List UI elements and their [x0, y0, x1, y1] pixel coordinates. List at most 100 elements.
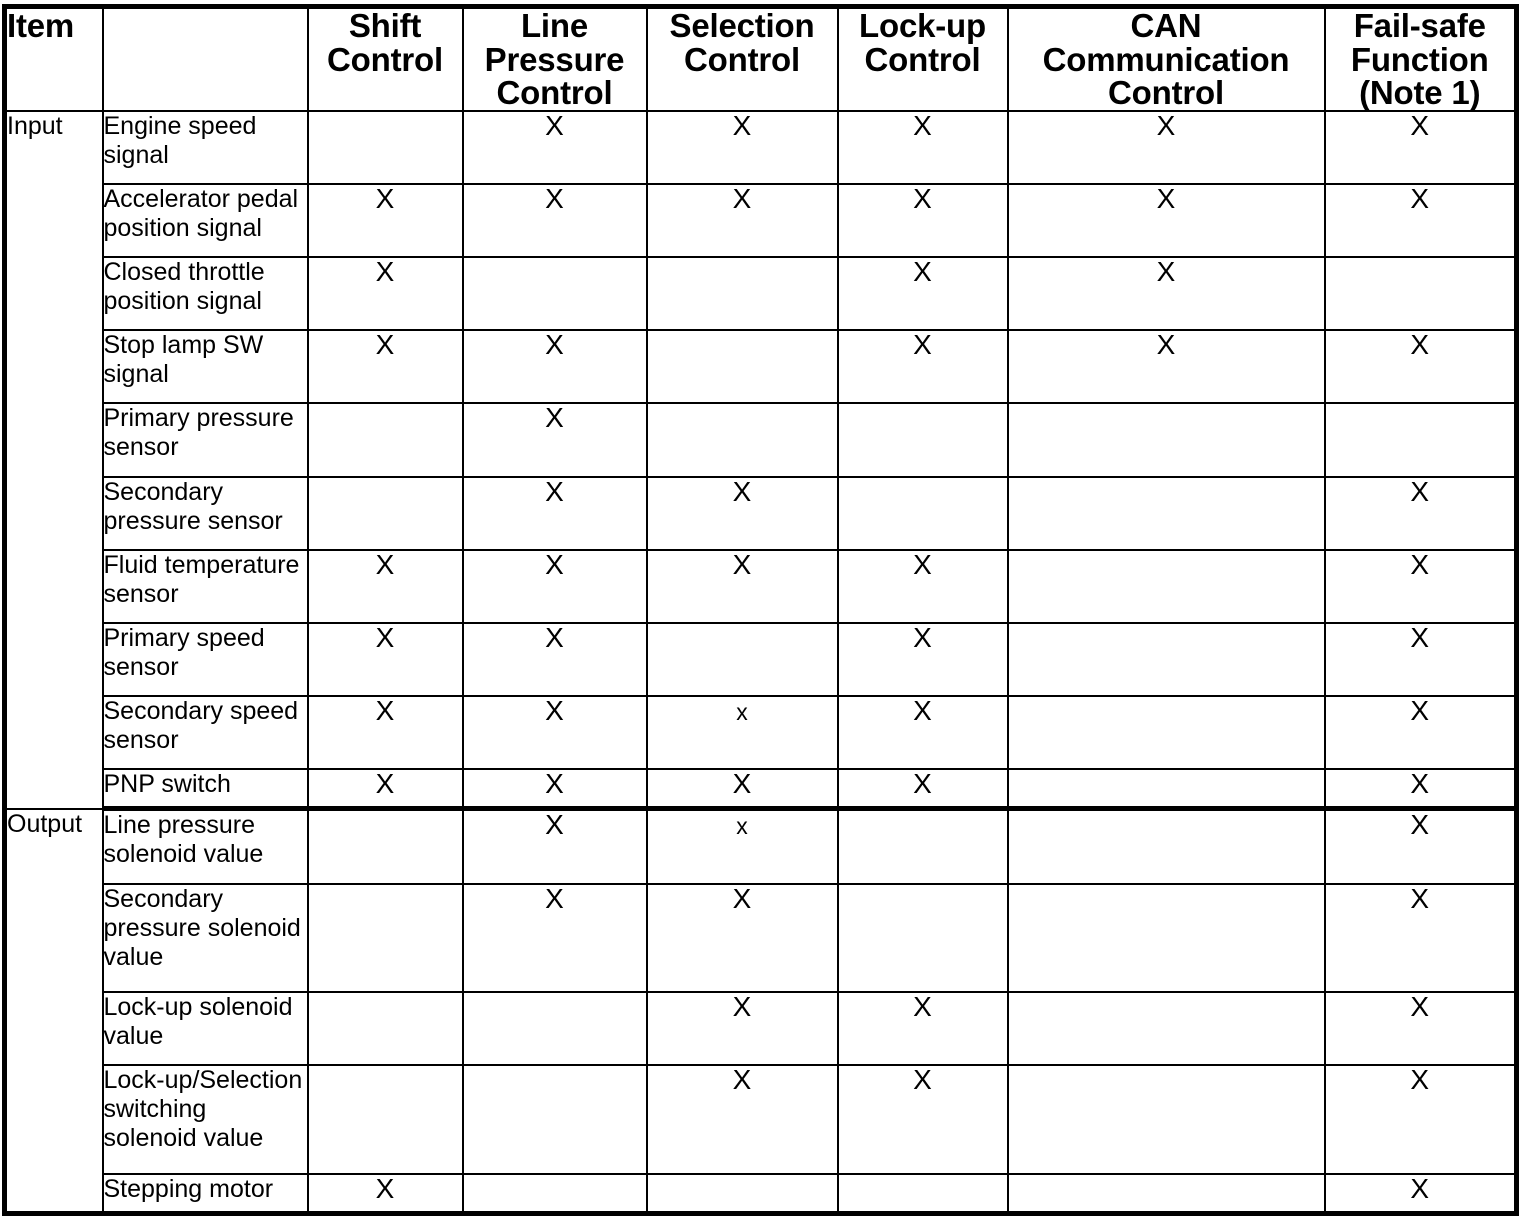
check-mark: X	[545, 329, 564, 361]
cell-line-pressure-control	[461, 256, 648, 332]
cell-fail-safe-function: X	[1323, 475, 1518, 551]
cell-can-communication-control: X	[1006, 256, 1326, 332]
cell-shift-control	[306, 1064, 464, 1175]
group-label-output: Output	[3, 807, 104, 1215]
check-mark: X	[1410, 475, 1430, 507]
cell-can-communication-control	[1006, 807, 1326, 885]
table-row: Fluid temperature sensor X X X X X	[5, 548, 1518, 624]
table-row: Accelerator pedal position signal X X X X X X	[5, 183, 1518, 259]
header-lockup-control: Lock-up Control	[836, 5, 1009, 112]
cell-lockup-control: X	[836, 1064, 1009, 1175]
cell-shift-control: X	[306, 548, 464, 624]
check-mark: X	[913, 991, 932, 1023]
check-mark: X	[913, 694, 932, 726]
cell-selection-control: X	[645, 183, 839, 259]
cell-shift-control	[306, 109, 464, 186]
check-mark: X	[375, 329, 395, 361]
cell-lockup-control: X	[836, 256, 1009, 332]
cell-can-communication-control	[1006, 882, 1326, 994]
cell-fail-safe-function: X	[1323, 807, 1518, 885]
cell-lockup-control: X	[836, 768, 1009, 812]
cell-shift-control: X	[306, 768, 464, 812]
table-row: Primary pressure sensor X	[5, 402, 1518, 478]
cell-lockup-control: X	[836, 991, 1009, 1067]
cell-line-pressure-control	[461, 991, 648, 1067]
table-row: Primary speed sensor X X X X	[5, 621, 1518, 697]
cell-selection-control: x	[645, 694, 839, 771]
cell-shift-control: X	[306, 1172, 464, 1215]
cell-selection-control	[645, 621, 839, 697]
cell-shift-control	[306, 882, 464, 994]
cell-shift-control	[306, 991, 464, 1067]
header-line-pressure-control: Line Pressure Control	[461, 5, 648, 112]
check-mark: X	[375, 548, 395, 580]
cell-fail-safe-function	[1323, 402, 1518, 478]
row-item-label: Primary pressure sensor	[101, 402, 309, 478]
cell-lockup-control	[836, 807, 1009, 885]
check-mark: X	[732, 991, 752, 1023]
row-item-label: Primary speed sensor	[101, 621, 309, 697]
check-mark: X	[732, 548, 752, 580]
row-item-label: Lock-up solenoid value	[101, 991, 309, 1067]
check-mark: X	[1156, 256, 1176, 288]
cell-selection-control: X	[645, 109, 839, 186]
cell-selection-control	[645, 256, 839, 332]
check-mark: X	[1410, 768, 1430, 800]
cell-line-pressure-control: X	[461, 475, 648, 551]
cell-lockup-control	[836, 402, 1009, 478]
header-can-communication-control: CAN Communication Control	[1006, 5, 1326, 112]
cell-fail-safe-function: X	[1323, 621, 1518, 697]
table-row: Input Engine speed signal X X X X X	[3, 109, 1518, 810]
cell-fail-safe-function: X	[1323, 329, 1518, 405]
cell-line-pressure-control: X	[461, 548, 648, 624]
row-item-label: Fluid temperature sensor	[101, 548, 309, 624]
cell-shift-control: X	[306, 256, 464, 332]
cell-fail-safe-function: X	[1323, 694, 1518, 771]
header-fail-safe-function: Fail-safe Function (Note 1)	[1323, 5, 1518, 112]
cell-shift-control	[306, 402, 464, 478]
table-row: Secondary pressure solenoid value X X X	[5, 882, 1518, 994]
check-mark: X	[545, 768, 564, 800]
cell-line-pressure-control: X	[461, 768, 648, 812]
cell-can-communication-control: X	[1006, 329, 1326, 405]
check-mark: X	[375, 621, 395, 653]
table-row: Secondary pressure sensor X X X	[5, 475, 1518, 551]
cell-shift-control: X	[306, 694, 464, 771]
cell-selection-control	[645, 402, 839, 478]
row-item-label: Closed throttle position signal	[101, 256, 309, 332]
cell-can-communication-control: X	[1006, 109, 1326, 186]
cell-can-communication-control	[1006, 621, 1326, 697]
cell-lockup-control: X	[836, 548, 1009, 624]
cell-selection-control	[645, 329, 839, 405]
row-item-label: Secondary speed sensor	[101, 694, 309, 771]
cell-line-pressure-control: X	[461, 329, 648, 405]
check-mark: X	[913, 109, 932, 141]
table-row: Closed throttle position signal X X X	[5, 256, 1518, 332]
row-item-label: Secondary pressure solenoid value	[101, 882, 309, 994]
cell-selection-control: X	[645, 991, 839, 1067]
header-row: Item Shift Control Line Pressure Control…	[3, 5, 1518, 112]
cell-selection-control: X	[645, 1064, 839, 1175]
cell-selection-control: X	[645, 768, 839, 812]
row-item-label: Accelerator pedal position signal	[101, 183, 309, 259]
cell-lockup-control: X	[836, 183, 1009, 259]
cell-can-communication-control	[1006, 768, 1326, 812]
cell-can-communication-control	[1006, 1064, 1326, 1175]
cell-fail-safe-function: X	[1323, 1172, 1518, 1215]
row-item-label: Engine speed signal	[101, 109, 309, 186]
cell-lockup-control	[836, 475, 1009, 551]
cell-lockup-control	[836, 1172, 1009, 1215]
cell-line-pressure-control	[461, 1172, 648, 1215]
check-mark: X	[1410, 882, 1430, 914]
check-mark: X	[545, 548, 564, 580]
cell-fail-safe-function: X	[1323, 991, 1518, 1067]
table-body: Input Engine speed signal X X X X X Accelerator…	[3, 109, 1518, 1215]
check-mark: X	[1410, 809, 1430, 841]
check-mark: X	[913, 768, 932, 800]
check-mark: X	[732, 1064, 752, 1096]
check-mark: X	[545, 694, 564, 726]
cell-shift-control: X	[306, 329, 464, 405]
check-mark: X	[732, 109, 752, 141]
cell-shift-control	[306, 807, 464, 885]
